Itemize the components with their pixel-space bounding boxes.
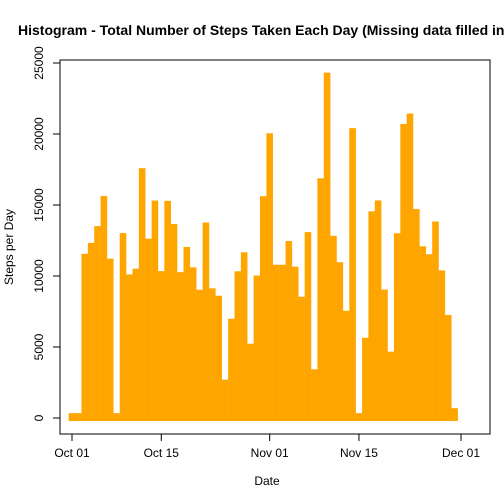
bar-2012-10-27 [234, 271, 242, 421]
bar-2012-10-16 [164, 200, 171, 421]
bar-2012-11-04 [285, 241, 293, 421]
bar-2012-11-18 [374, 200, 382, 421]
bar-2012-10-03 [81, 253, 89, 421]
bar-2012-10-07 [106, 258, 114, 421]
bar-2012-11-01 [266, 133, 273, 421]
bar-2012-10-22 [202, 222, 210, 421]
x-axis: Oct 01 Oct 15 Nov 01 Nov 15 Dec 01 [54, 433, 480, 460]
y-axis-label: Steps per Day [2, 209, 16, 285]
bar-2012-10-30 [253, 275, 261, 421]
bar-2012-10-14 [151, 200, 159, 421]
bar-2012-10-23 [209, 288, 216, 421]
y-tick-label: 10000 [32, 259, 46, 293]
bar-2012-11-03 [279, 264, 286, 421]
y-tick-label: 20000 [32, 117, 46, 151]
bar-2012-11-29 [444, 315, 452, 421]
bar-2012-10-05 [94, 226, 101, 421]
bar-2012-11-19 [381, 289, 388, 421]
bar-2012-10-15 [157, 271, 165, 421]
y-tick-label: 25000 [32, 46, 46, 80]
x-tick-label: Nov 15 [340, 446, 378, 460]
bar-2012-10-24 [215, 295, 222, 421]
x-tick-label: Oct 01 [54, 446, 90, 460]
bar-2012-11-12 [336, 262, 344, 421]
bar-2012-11-24 [413, 209, 420, 421]
bar-2012-11-11 [330, 235, 337, 421]
bar-2012-10-18 [177, 272, 184, 421]
bar-2012-10-20 [189, 267, 197, 421]
bar-2012-11-26 [425, 254, 433, 421]
bar-2012-11-08 [311, 369, 318, 421]
bar-2012-11-14 [349, 128, 356, 421]
x-axis-label: Date [254, 474, 280, 488]
x-tick-label: Oct 15 [144, 446, 180, 460]
bar-2012-10-19 [183, 247, 191, 421]
y-tick-label: 5000 [32, 333, 46, 360]
bar-2012-10-25 [221, 379, 229, 421]
y-tick-label: 15000 [32, 188, 46, 222]
bar-2012-11-23 [406, 113, 414, 421]
bar-2012-10-01 [68, 413, 76, 421]
bar-2012-11-10 [323, 72, 331, 421]
bar-2012-10-06 [100, 196, 108, 421]
bar-2012-11-25 [419, 246, 427, 421]
bar-2012-11-28 [438, 270, 446, 421]
bar-2012-10-04 [87, 242, 95, 421]
bar-2012-10-31 [260, 196, 267, 421]
bar-2012-10-13 [145, 238, 152, 421]
bar-2012-11-06 [298, 296, 305, 421]
bar-2012-11-21 [393, 233, 401, 421]
bar-2012-10-21 [196, 289, 203, 421]
bar-2012-11-15 [355, 413, 363, 421]
bar-2012-10-09 [119, 233, 127, 421]
bar-2012-11-02 [272, 264, 280, 421]
bar-2012-11-05 [291, 266, 299, 421]
bar-2012-10-10 [126, 274, 133, 421]
bar-2012-11-22 [400, 123, 407, 422]
bar-2012-10-29 [247, 343, 254, 421]
bar-2012-11-07 [304, 232, 312, 421]
bar-2012-11-17 [368, 211, 376, 421]
bar-2012-11-20 [387, 351, 395, 421]
bar-2012-10-26 [228, 318, 235, 421]
y-tick-label: 0 [32, 414, 46, 421]
bar-2012-10-12 [138, 168, 146, 421]
bar-2012-10-17 [170, 224, 178, 421]
bar-2012-10-08 [113, 413, 120, 421]
bar-2012-11-30 [451, 408, 458, 421]
bar-2012-10-11 [132, 268, 140, 421]
x-tick-label: Dec 01 [442, 446, 480, 460]
bar-2012-11-27 [432, 221, 439, 421]
y-axis: 0 5000 10000 15000 20000 25000 [32, 46, 61, 421]
bar-2012-11-09 [317, 178, 324, 421]
bar-2012-11-13 [342, 310, 350, 421]
bar-2012-11-16 [362, 337, 369, 421]
chart-title: Histogram - Total Number of Steps Taken … [18, 22, 504, 38]
bar-2012-10-28 [240, 252, 248, 421]
bar-2012-10-02 [75, 413, 82, 421]
x-tick-label: Nov 01 [251, 446, 289, 460]
bar-series [68, 72, 458, 422]
